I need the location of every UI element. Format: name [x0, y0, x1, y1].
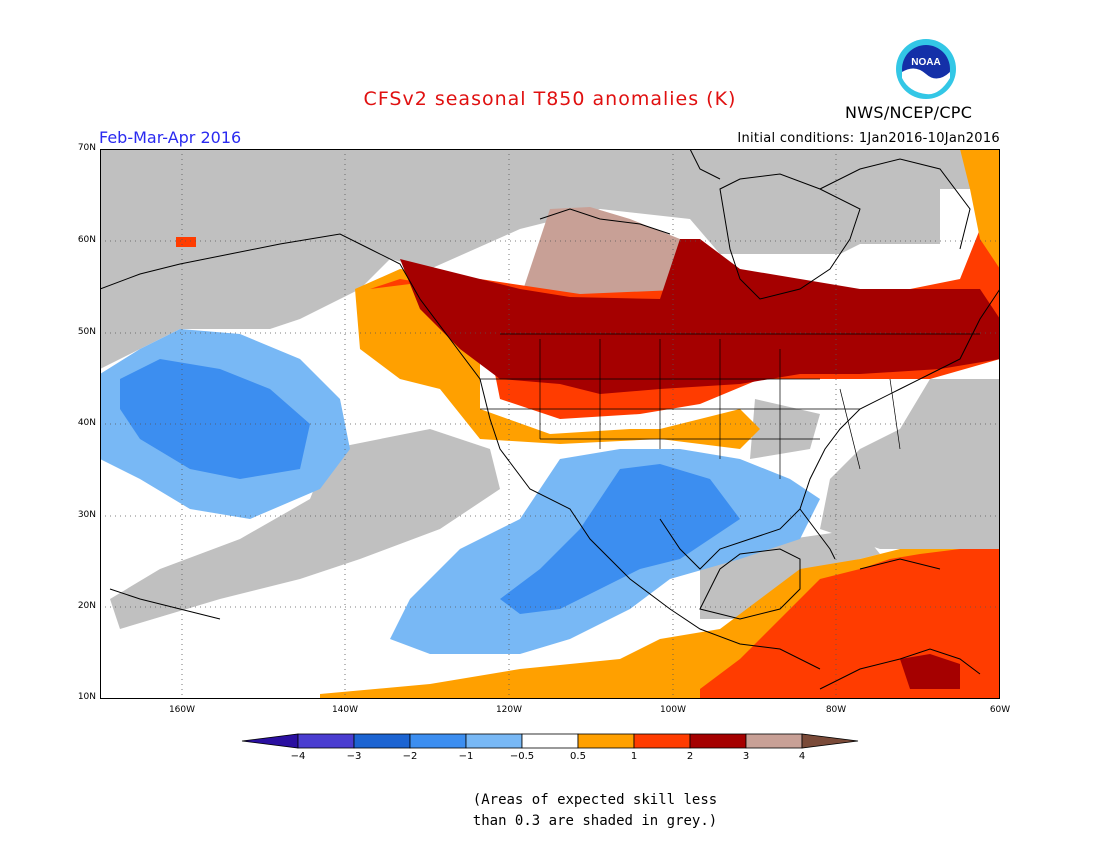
map-title: CFSv2 seasonal T850 anomalies (K)	[363, 88, 737, 110]
colorbar-label: −2	[402, 751, 418, 762]
colorbar-label: 1	[630, 751, 638, 762]
colorbar-label: 4	[798, 751, 806, 762]
colorbar-segment	[577, 733, 635, 749]
noaa-logo: NOAA	[896, 39, 956, 99]
colorbar-segment	[689, 733, 747, 749]
colorbar-segment	[633, 733, 691, 749]
lat-label-30n: 30N	[77, 510, 96, 520]
lat-label-10n: 10N	[77, 692, 96, 702]
lon-label-60w: 60W	[989, 705, 1011, 715]
anomaly-1to2-eastcoast	[960, 149, 1000, 269]
skill-note: (Areas of expected skill less than 0.3 a…	[0, 790, 1100, 832]
lat-label-50n: 50N	[77, 327, 96, 337]
initial-conditions: Initial conditions: 1Jan2016-10Jan2016	[737, 131, 1000, 146]
colorbar-label: −4	[290, 751, 306, 762]
lon-label-80w: 80W	[825, 705, 847, 715]
lon-label-160w: 160W	[168, 705, 196, 715]
anomaly-neg1to2-mexico	[500, 464, 740, 614]
state-borders	[480, 333, 980, 479]
logo-text: NOAA	[911, 57, 940, 68]
colorbar-segment	[745, 733, 803, 749]
lon-label-140w: 140W	[331, 705, 359, 715]
coastlines	[100, 149, 1000, 690]
colorbar-segment	[409, 733, 467, 749]
lon-label-100w: 100W	[659, 705, 687, 715]
colorbar-segment	[465, 733, 523, 749]
colorbar-label: −3	[346, 751, 362, 762]
lat-label-60n: 60N	[77, 235, 96, 245]
lat-label-70n: 70N	[77, 143, 96, 153]
colorbar-label: 3	[742, 751, 750, 762]
anomaly-map	[100, 149, 1000, 699]
graticule	[100, 149, 1000, 699]
colorbar-segment	[353, 733, 411, 749]
anomaly-neg1to2-pacific	[120, 359, 310, 479]
lat-label-20n: 20N	[77, 601, 96, 611]
colorbar-arrow-left	[241, 733, 299, 749]
colorbar-label: 2	[686, 751, 694, 762]
anomaly-1to2-alaska-dot	[176, 237, 196, 247]
colorbar-label: 0.5	[570, 751, 586, 762]
lon-label-120w: 120W	[495, 705, 523, 715]
colorbar-segment	[297, 733, 355, 749]
colorbar-label: −1	[458, 751, 474, 762]
skill-note-line1: (Areas of expected skill less	[472, 792, 718, 808]
agency-label: NWS/NCEP/CPC	[845, 103, 973, 122]
lat-label-40n: 40N	[77, 418, 96, 428]
low-skill-grey-regions	[100, 149, 1000, 629]
colorbar-arrow-right	[801, 733, 859, 749]
colorbar	[241, 733, 859, 749]
colorbar-label: −0.5	[509, 751, 535, 762]
skill-note-line2: than 0.3 are shaded in grey.)	[472, 813, 718, 829]
anomaly-2to3-band	[400, 239, 1000, 394]
anomaly-2to3-caribbean	[900, 654, 960, 689]
forecast-period: Feb-Mar-Apr 2016	[99, 128, 242, 147]
colorbar-segment	[521, 733, 579, 749]
